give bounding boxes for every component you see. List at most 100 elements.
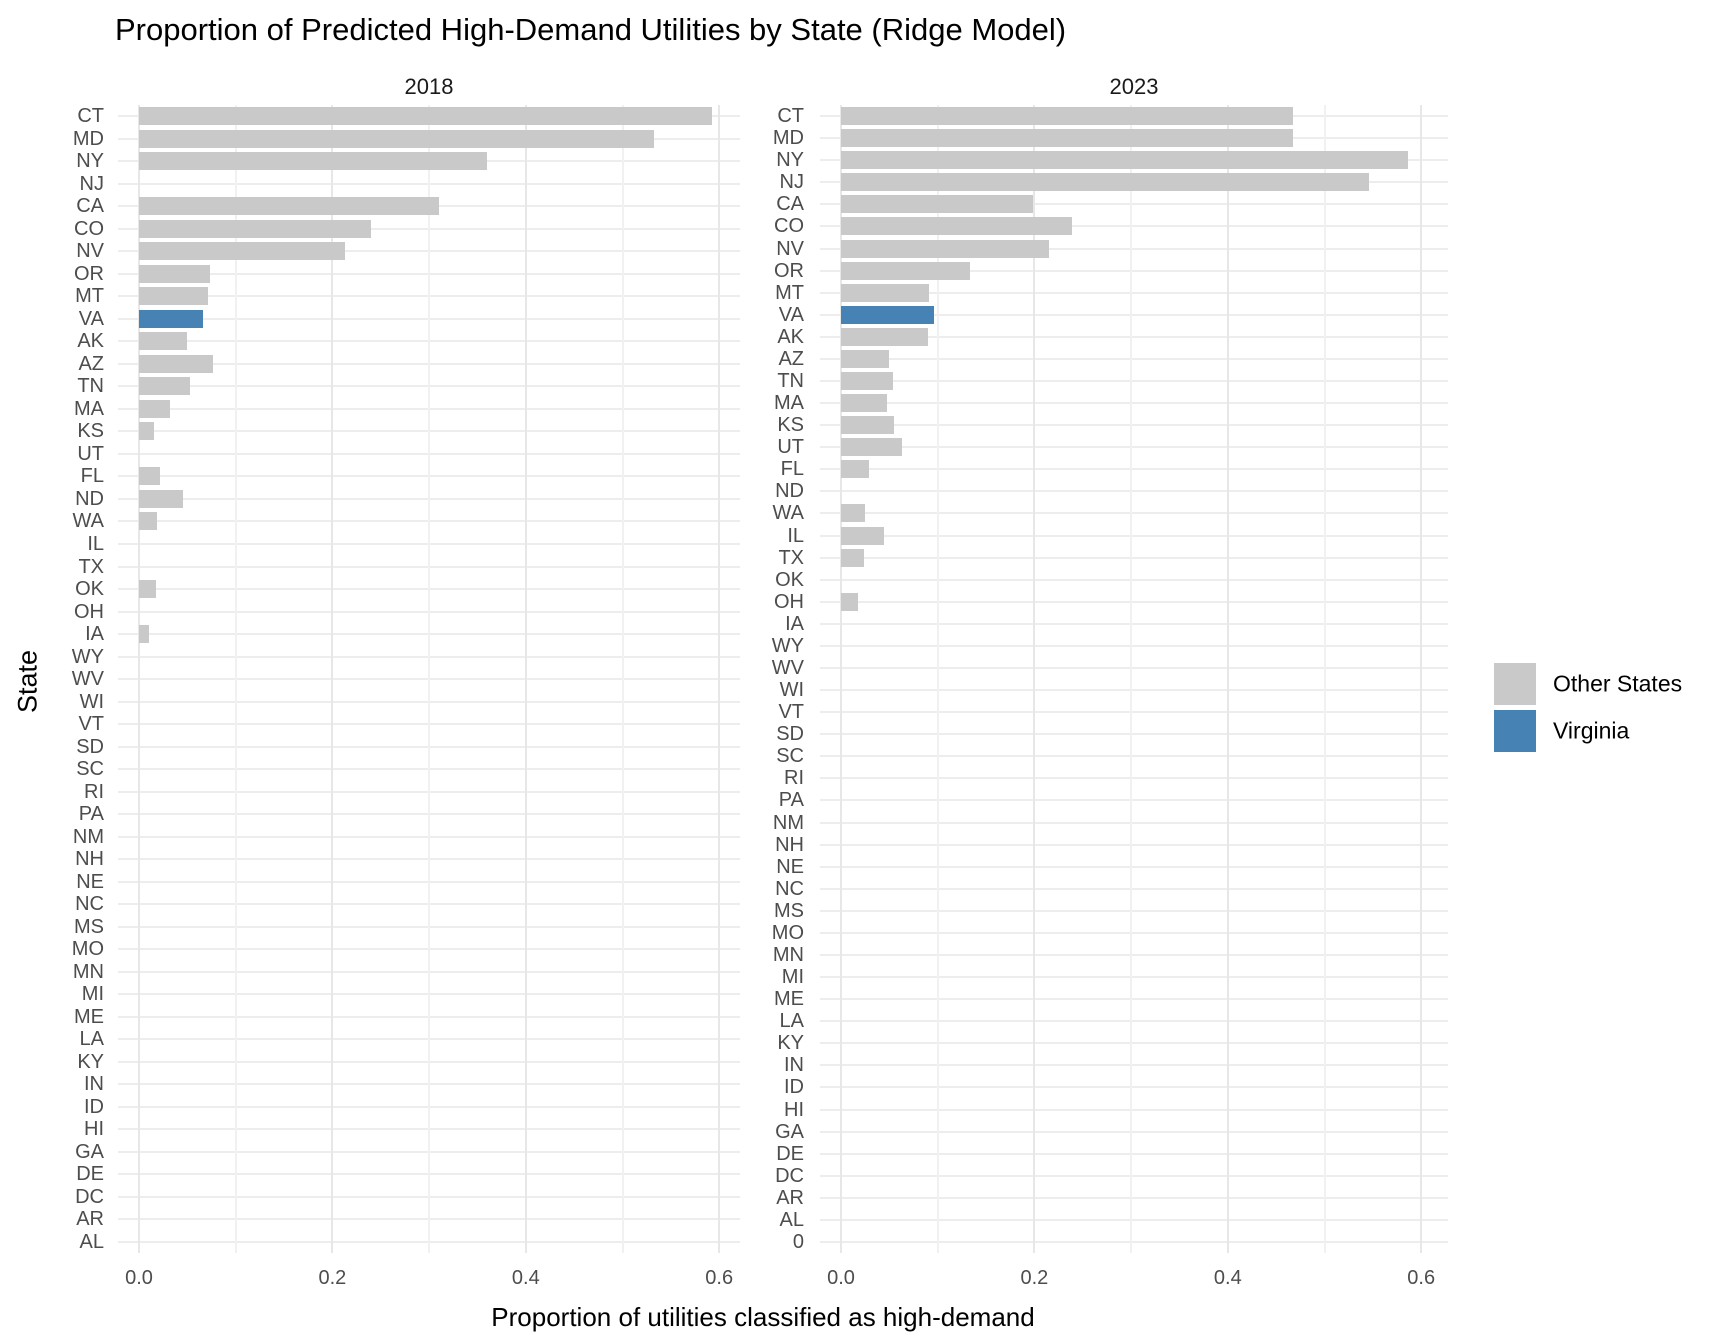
- y-tick-label: AR: [776, 1186, 804, 1209]
- legend-swatch: [1494, 710, 1536, 752]
- row-gridline: [820, 1042, 1448, 1045]
- y-tick-label: NC: [775, 877, 804, 900]
- row-gridline: [820, 667, 1448, 669]
- y-tick-label: HI: [784, 1098, 804, 1121]
- y-tick-label: AL: [779, 1208, 804, 1231]
- y-tick-label: NY: [776, 149, 804, 172]
- y-tick-label: NH: [775, 833, 804, 856]
- row-gridline: [820, 247, 1448, 250]
- y-tick-label: LA: [79, 1028, 104, 1051]
- y-tick-label: CO: [74, 217, 104, 240]
- row-gridline: [820, 357, 1448, 360]
- y-tick-label: VA: [78, 307, 104, 330]
- row-gridline: [820, 1241, 1448, 1243]
- y-tick-label: WV: [771, 657, 804, 679]
- bar-md-2023: [841, 129, 1293, 148]
- y-tick-label: LA: [779, 1010, 804, 1033]
- y-tick-label: DE: [76, 1163, 104, 1186]
- x-tick-label: 0.0: [827, 1267, 855, 1289]
- row-gridline: [820, 578, 1448, 581]
- row-gridline: [820, 512, 1448, 515]
- bar-or-2023: [841, 261, 970, 280]
- row-gridline: [820, 799, 1448, 802]
- row-gridline: [820, 865, 1448, 868]
- y-tick-label: NM: [772, 811, 804, 834]
- bar-ks-2018: [139, 422, 154, 441]
- bar-wa-2018: [139, 512, 158, 531]
- y-tick-label: ME: [74, 1005, 104, 1028]
- row-gridline: [820, 402, 1448, 404]
- bar-ia-2018: [139, 625, 149, 643]
- y-tick-label: WI: [779, 679, 804, 701]
- y-tick-label: MO: [71, 938, 104, 961]
- bar-co-2023: [841, 217, 1073, 236]
- y-tick-label: CA: [76, 195, 104, 218]
- row-gridline: [820, 954, 1448, 956]
- y-tick-label: KS: [777, 414, 804, 437]
- facet-label-2018: 2018: [404, 74, 454, 99]
- y-tick-label: 0: [792, 1231, 804, 1253]
- legend-label: Virginia: [1553, 717, 1630, 744]
- bar-fl-2018: [139, 467, 161, 486]
- y-tick-label: NY: [76, 150, 104, 173]
- bar-ak-2023: [841, 327, 928, 346]
- major-gridline: [1226, 105, 1229, 1253]
- bar-ny-2018: [139, 152, 488, 171]
- x-tick-label: 0.0: [125, 1267, 153, 1289]
- y-tick-label: OR: [774, 259, 804, 282]
- y-tick-label: CA: [776, 193, 804, 216]
- y-tick-label: ME: [774, 988, 804, 1011]
- y-tick-label: MD: [772, 127, 804, 150]
- y-tick-label: NJ: [779, 171, 804, 194]
- y-tick-label: RI: [784, 767, 804, 790]
- y-tick-label: TN: [777, 370, 804, 392]
- y-tick-label: AK: [77, 330, 104, 353]
- bar-wa-2023: [841, 504, 866, 523]
- row-gridline: [820, 225, 1448, 228]
- minor-gridline: [621, 105, 624, 1253]
- bar-fl-2023: [841, 460, 869, 479]
- y-tick-label: CT: [777, 105, 804, 127]
- legend: Other States Virginia: [1494, 661, 1724, 756]
- y-tick-label: VA: [778, 303, 804, 326]
- y-tick-label: AZ: [78, 352, 104, 375]
- y-tick-label: OK: [775, 568, 804, 591]
- x-tick-label: 0.4: [511, 1267, 540, 1289]
- row-gridline: [820, 1196, 1448, 1199]
- row-gridline: [820, 644, 1448, 647]
- major-gridline: [138, 105, 140, 1253]
- major-gridline: [331, 105, 334, 1253]
- y-tick-label: ND: [75, 487, 104, 510]
- y-tick-label: DC: [775, 1164, 804, 1187]
- y-tick-label: NE: [776, 855, 804, 878]
- row-gridline: [820, 711, 1448, 714]
- major-gridline: [840, 105, 842, 1253]
- y-tick-label: KY: [77, 1050, 104, 1073]
- minor-gridline: [1323, 105, 1326, 1253]
- minor-gridline: [936, 105, 939, 1253]
- row-gridline: [820, 203, 1448, 206]
- y-tick-label: OK: [75, 578, 104, 600]
- y-tick-label: HI: [84, 1118, 104, 1141]
- y-tick-label: TX: [778, 546, 804, 569]
- y-tick-label: IA: [85, 623, 104, 645]
- y-tick-label: MN: [772, 944, 804, 966]
- y-tick-label: CO: [774, 215, 804, 238]
- y-tick-label: MN: [72, 960, 104, 983]
- major-gridline: [718, 105, 721, 1253]
- y-tick-label: MI: [781, 966, 804, 988]
- y-tick-label: SC: [76, 758, 104, 780]
- y-tick-label: IA: [785, 612, 804, 635]
- row-gridline: [820, 313, 1448, 316]
- row-gridline: [820, 998, 1448, 1001]
- y-tick-label: WA: [72, 510, 104, 533]
- bar-ut-2023: [841, 438, 902, 457]
- row-gridline: [820, 291, 1448, 294]
- y-tick-label: ID: [84, 1095, 104, 1118]
- bar-tn-2023: [841, 372, 894, 390]
- row-gridline: [820, 909, 1448, 912]
- y-tick-label: PA: [778, 789, 804, 812]
- bar-md-2018: [139, 129, 655, 148]
- row-gridline: [820, 931, 1448, 934]
